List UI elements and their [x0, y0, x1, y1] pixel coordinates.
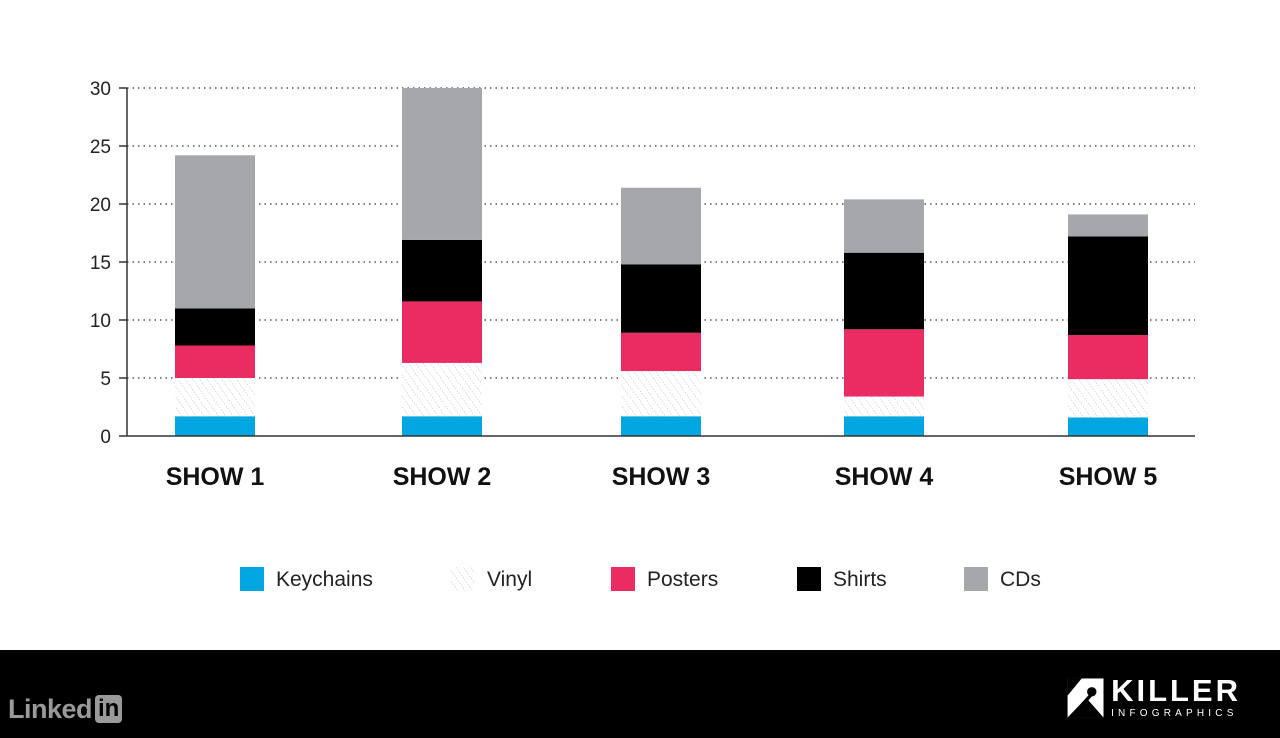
y-tick-label: 0 [100, 427, 111, 448]
linkedin-logo: Linked in [8, 692, 123, 726]
legend-label-shirts: Shirts [833, 568, 887, 591]
bar-segment-shirts [621, 264, 701, 333]
bar-segment-keychains [175, 416, 255, 436]
bar-segment-shirts [402, 239, 482, 302]
killer-infographics-logo: KILLER INFOGRAPHICS [1066, 670, 1241, 726]
bar-segment-posters [175, 345, 255, 378]
y-axis-ticks: 0 5 10 15 20 25 30 [90, 79, 127, 448]
y-tick-label: 25 [90, 137, 111, 158]
y-tick-label: 15 [90, 253, 111, 274]
bar-segment-cds [175, 155, 255, 309]
legend-swatch-shirts [797, 567, 821, 591]
killer-logo-text: KILLER INFOGRAPHICS [1111, 675, 1241, 721]
bar-segment-posters [621, 332, 701, 372]
legend-swatch-keychains [240, 567, 264, 591]
legend-label-posters: Posters [647, 568, 718, 591]
legend-swatch-cds [964, 567, 988, 591]
bar-segment-vinyl [402, 362, 482, 417]
y-tick-label: 20 [90, 195, 111, 216]
linkedin-logo-box: in [95, 695, 123, 723]
bar-segment-cds [844, 199, 924, 253]
killer-k-mark-icon [1067, 678, 1104, 718]
legend: Keychains Vinyl Posters Shirts CDs [240, 567, 1041, 591]
stacked-bar-chart: 0 5 10 15 20 25 30 SHOW 1 SHOW 2 SHOW 3 SHOW 4 SHO… [90, 79, 1195, 591]
y-tick-label: 10 [90, 311, 111, 332]
bar-segment-cds [402, 88, 482, 240]
bar-segment-keychains [844, 416, 924, 436]
bar-segment-shirts [844, 252, 924, 330]
axes [126, 88, 1195, 437]
legend-label-keychains: Keychains [276, 568, 373, 591]
bar-segment-cds [1068, 214, 1148, 237]
x-category-label: SHOW 1 [166, 463, 265, 491]
bar-segment-posters [1068, 335, 1148, 380]
legend-label-vinyl: Vinyl [487, 568, 532, 591]
x-category-label: SHOW 5 [1059, 463, 1158, 491]
bar-segment-vinyl [1068, 379, 1148, 418]
bar-segment-keychains [402, 416, 482, 436]
killer-brand-word: KILLER [1111, 673, 1241, 708]
x-category-label: SHOW 2 [393, 463, 492, 491]
bar-segment-posters [402, 301, 482, 363]
bar-segment-vinyl [621, 371, 701, 417]
y-tick-label: 30 [90, 79, 111, 100]
x-category-label: SHOW 4 [835, 463, 934, 491]
bar-segment-cds [621, 187, 701, 265]
bars [175, 88, 1148, 436]
bar-segment-vinyl [844, 396, 924, 417]
bar-segment-keychains [621, 416, 701, 436]
x-axis-labels: SHOW 1 SHOW 2 SHOW 3 SHOW 4 SHOW 5 [166, 463, 1158, 491]
legend-label-cds: CDs [1000, 568, 1041, 591]
bar-segment-shirts [1068, 236, 1148, 336]
bar-segment-keychains [1068, 417, 1148, 436]
y-tick-label: 5 [100, 369, 111, 390]
footer-bar: Linked in KILLER INFOGRAPHICS [0, 650, 1280, 738]
bar-segment-vinyl [175, 378, 255, 417]
bar-segment-posters [844, 329, 924, 397]
legend-swatch-posters [611, 567, 635, 591]
x-category-label: SHOW 3 [612, 463, 711, 491]
linkedin-logo-text: Linked [8, 693, 93, 724]
bar-segment-shirts [175, 308, 255, 346]
legend-swatch-vinyl [451, 567, 475, 591]
killer-brand-sub: INFOGRAPHICS [1111, 708, 1238, 719]
